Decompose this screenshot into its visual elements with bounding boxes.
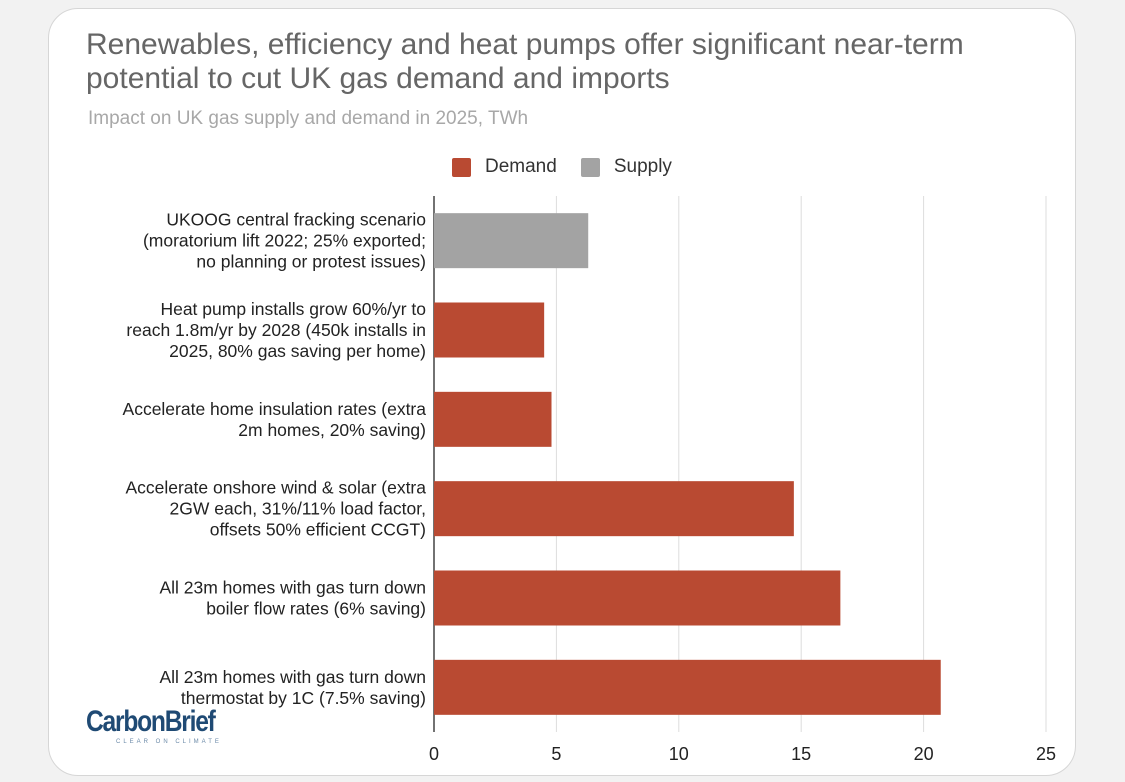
x-tick-label: 5: [551, 744, 561, 764]
x-tick-label: 20: [914, 744, 934, 764]
category-label-line: no planning or protest issues): [196, 252, 426, 272]
chart-title: Renewables, efficiency and heat pumps of…: [86, 28, 964, 95]
category-label-line: 2GW each, 31%/11% load factor,: [170, 499, 426, 519]
legend-item-demand: Demand: [452, 156, 557, 178]
category-label-line: Heat pump installs grow 60%/yr to: [160, 299, 426, 319]
legend-swatch-demand: [452, 157, 471, 177]
category-label-line: Accelerate home insulation rates (extra: [123, 399, 427, 419]
logo-tagline: CLEAR ON CLIMATE: [116, 739, 222, 745]
legend-label-demand: Demand: [485, 156, 557, 177]
bar-demand: [434, 302, 545, 358]
bar-demand: [434, 391, 552, 447]
legend-swatch-supply: [580, 157, 600, 177]
x-tick-label: 25: [1036, 744, 1056, 764]
logo-wordmark: CarbonBrief: [86, 705, 216, 738]
x-tick-label: 10: [669, 744, 689, 764]
category-label-line: UKOOG central fracking scenario: [166, 210, 426, 230]
chart-subtitle: Impact on UK gas supply and demand in 20…: [88, 108, 529, 129]
legend-label-supply: Supply: [613, 156, 672, 177]
legend-item-supply: Supply: [580, 156, 672, 178]
category-label-line: All 23m homes with gas turn down: [159, 667, 426, 687]
category-label-line: 2m homes, 20% saving): [238, 420, 426, 440]
category-label-line: Accelerate onshore wind & solar (extra: [125, 478, 426, 498]
category-label-line: reach 1.8m/yr by 2028 (450k installs in: [126, 320, 426, 340]
chart-card: [48, 8, 1076, 776]
category-label-line: 2025, 80% gas saving per home): [169, 341, 426, 361]
category-label-line: thermostat by 1C (7.5% saving): [181, 688, 426, 708]
carbonbrief-logo: CarbonBrief CLEAR ON CLIMATE: [86, 705, 243, 746]
category-label-line: (moratorium lift 2022; 25% exported;: [143, 231, 426, 251]
chart-legend: Demand Supply: [452, 156, 696, 178]
category-label-line: All 23m homes with gas turn down: [159, 578, 426, 598]
category-label-line: boiler flow rates (6% saving): [206, 599, 426, 619]
x-tick-label: 0: [429, 744, 439, 764]
x-tick-label: 15: [791, 744, 811, 764]
bar-demand: [434, 570, 841, 626]
bar-demand: [434, 659, 941, 715]
bar-demand: [434, 481, 794, 537]
bar-supply: [434, 213, 589, 269]
category-label-line: offsets 50% efficient CCGT): [210, 520, 426, 540]
